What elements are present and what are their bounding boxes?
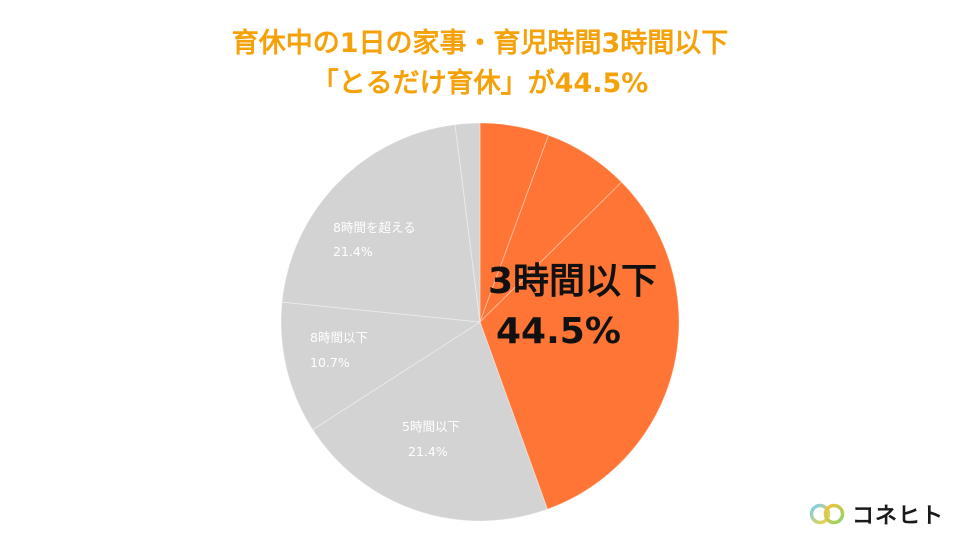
brand-name: コネヒト bbox=[852, 504, 945, 529]
group-label: 3時間以下 bbox=[488, 261, 657, 302]
pie-slices bbox=[280, 122, 680, 522]
pie-slice-0 bbox=[479, 122, 550, 323]
pie-slice-4 bbox=[280, 301, 482, 431]
slice-label-8h-over: 8時間を超える bbox=[333, 220, 416, 235]
pie-slice-3 bbox=[311, 321, 549, 522]
pie-slice-1 bbox=[479, 134, 623, 323]
slice-value-8h-over: 21.4% bbox=[333, 244, 373, 259]
pie-labels: 8時間を超える 21.4% 8時間以下 10.7% 5時間以下 21.4% 3時… bbox=[310, 220, 657, 459]
slice-value-5h-under: 21.4% bbox=[408, 444, 448, 459]
chart-title-line-1: 育休中の1日の家事・育児時間3時間以下 bbox=[231, 28, 729, 59]
pie-slice-5 bbox=[281, 124, 481, 323]
slice-value-8h-under: 10.7% bbox=[310, 355, 350, 370]
double-ring-icon bbox=[809, 503, 845, 525]
slice-label-5h-under: 5時間以下 bbox=[402, 419, 460, 434]
chart-title: 育休中の1日の家事・育児時間3時間以下 「とるだけ育休」が44.5% bbox=[0, 24, 960, 104]
pie-slice-6 bbox=[454, 122, 481, 323]
group-value: 44.5% bbox=[496, 311, 621, 352]
pie-slice-2 bbox=[479, 181, 680, 510]
chart-title-line-2: 「とるだけ育休」が44.5% bbox=[311, 68, 649, 99]
slice-label-8h-under: 8時間以下 bbox=[310, 330, 368, 345]
brand-logo: コネヒト bbox=[808, 494, 944, 534]
